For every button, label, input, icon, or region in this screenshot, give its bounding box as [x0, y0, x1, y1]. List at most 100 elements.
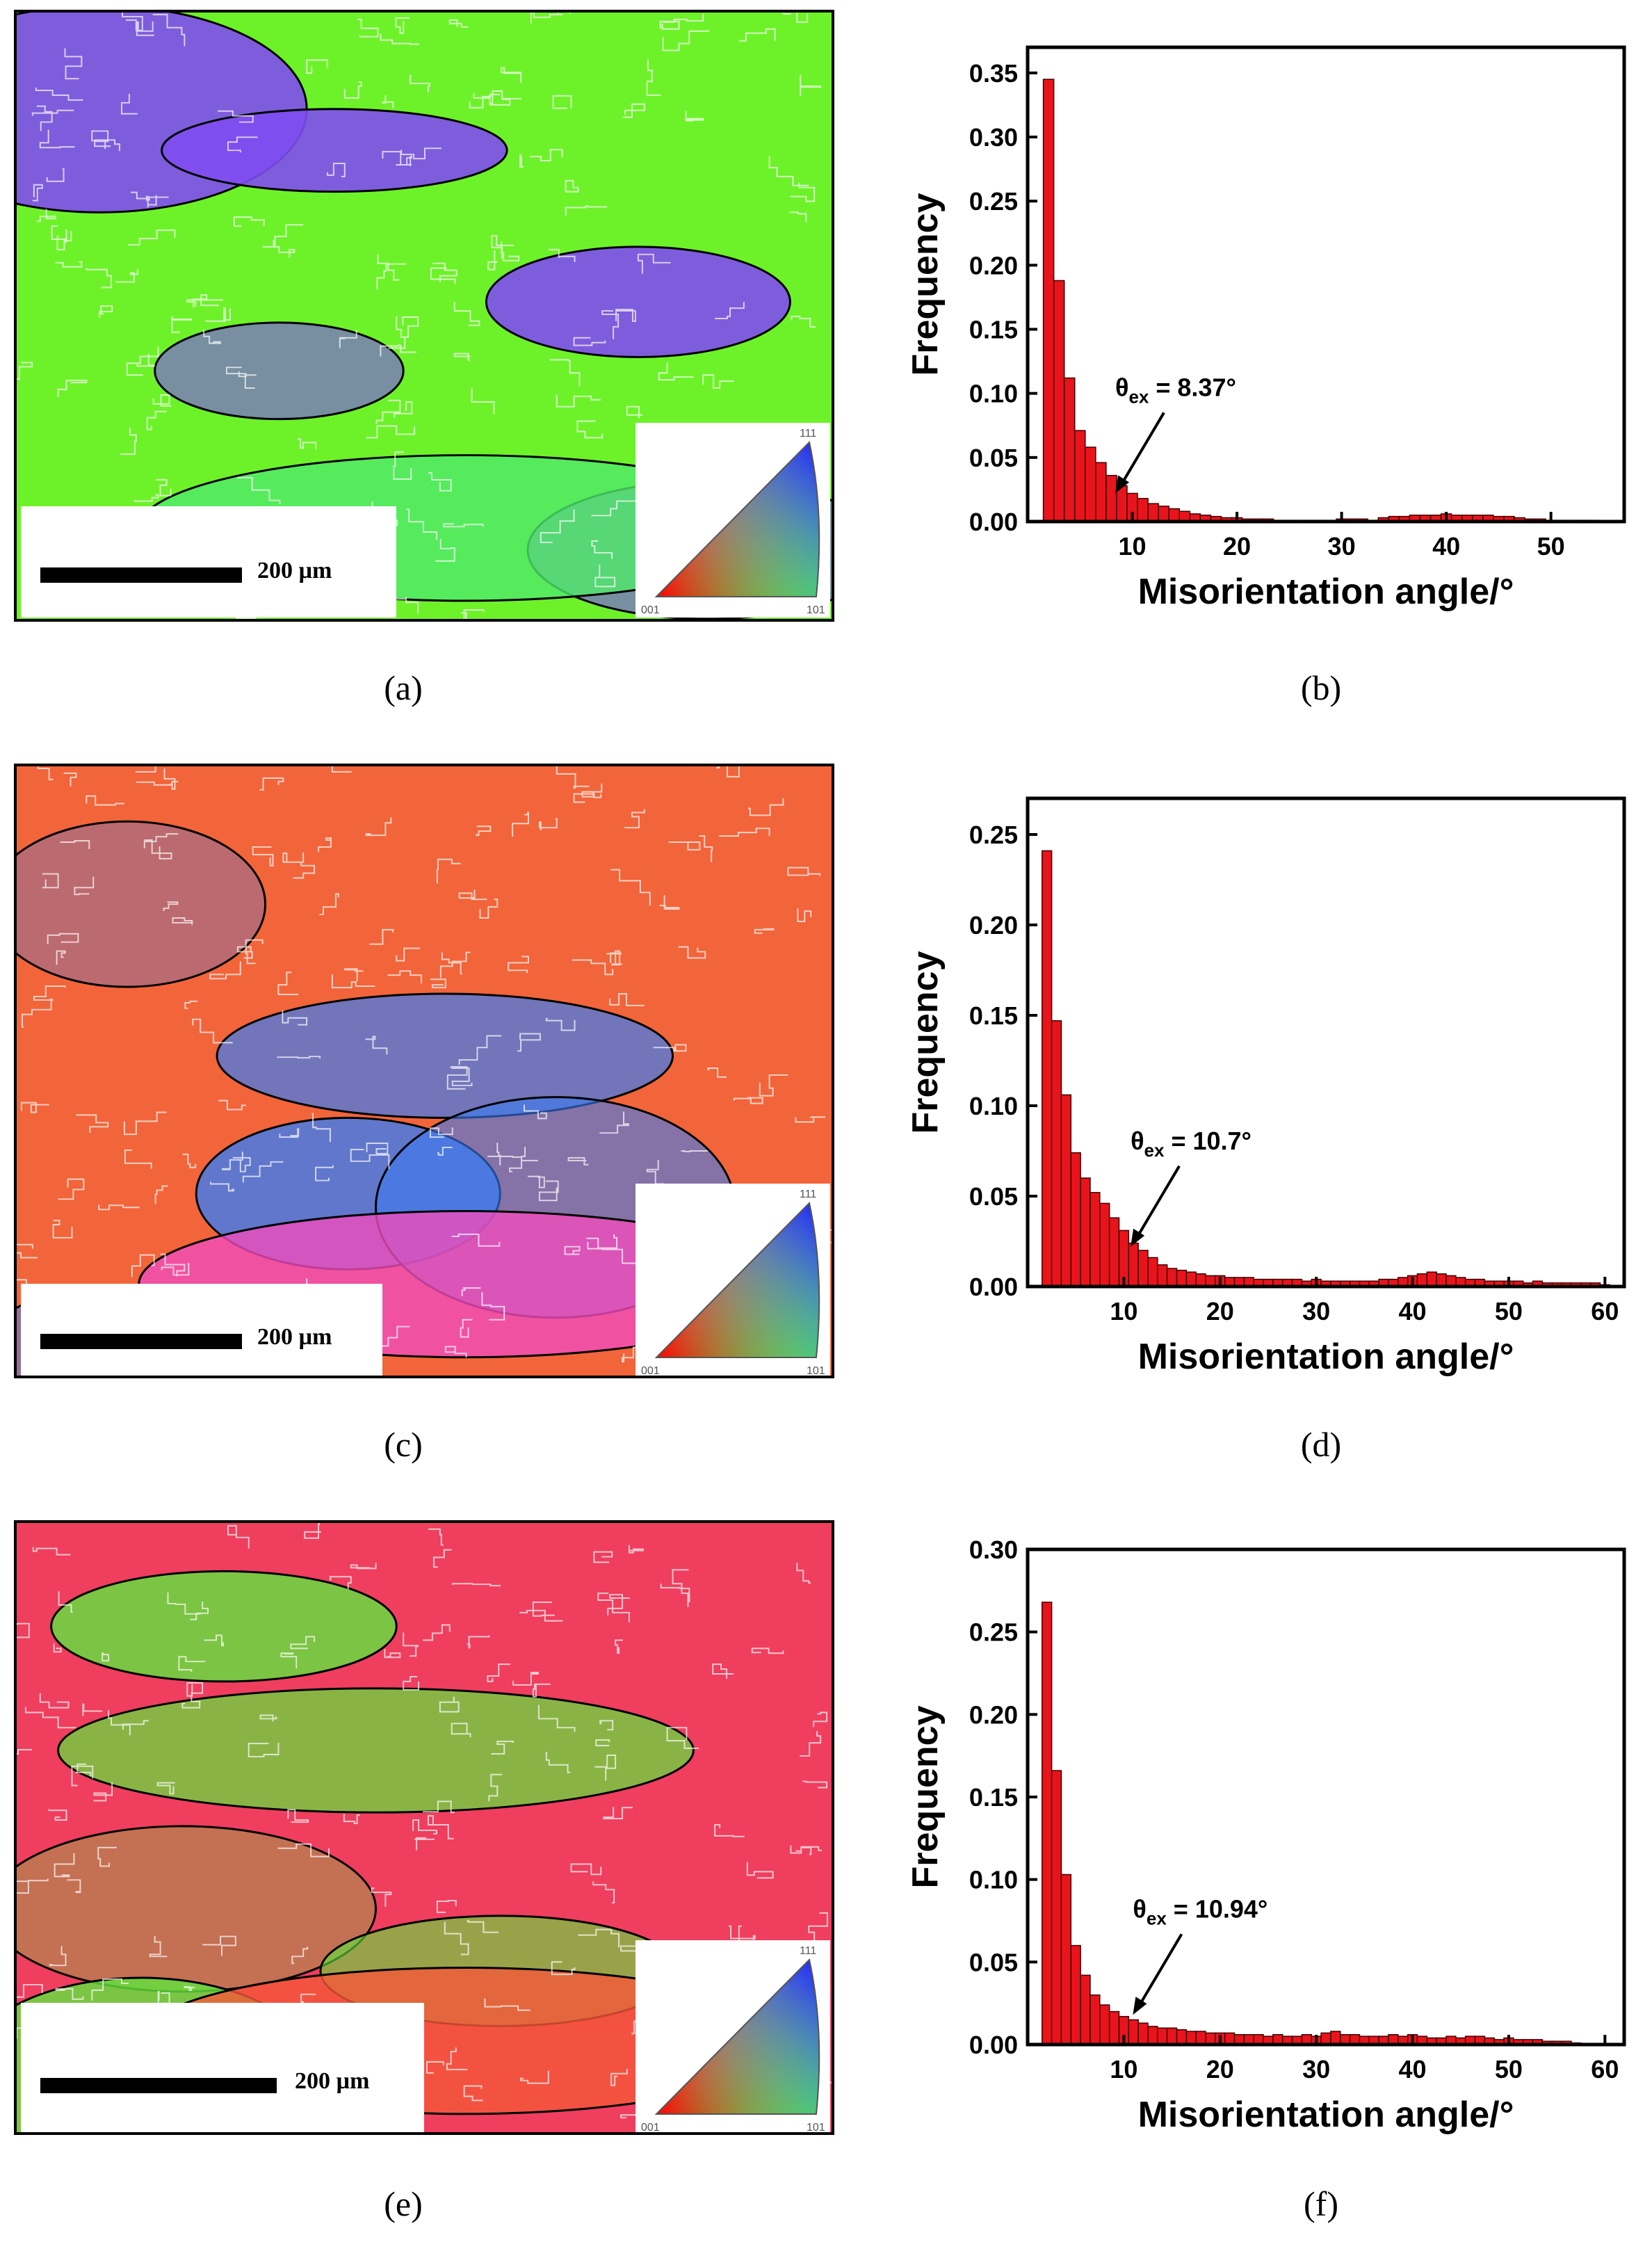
histogram-bar	[1042, 1602, 1053, 2045]
y-tick-label: 0.15	[969, 316, 1018, 344]
y-tick-label: 0.10	[969, 380, 1018, 408]
annotation-label: θex = 10.94°	[1133, 1894, 1268, 1928]
ipf-label-111: 111	[800, 428, 816, 440]
x-tick-label: 20	[1206, 1297, 1234, 1325]
ipf-label-101: 101	[807, 604, 825, 616]
histogram-bar	[1042, 850, 1053, 1287]
histogram-bar	[1436, 1273, 1447, 1287]
y-axis-label: Frequency	[905, 951, 946, 1134]
x-tick-label: 30	[1328, 532, 1356, 561]
y-tick-label: 0.20	[969, 1700, 1018, 1729]
ipf-label-111: 111	[800, 1188, 816, 1200]
histogram-bar	[1137, 498, 1149, 522]
scale-bar	[40, 1334, 242, 1349]
y-tick-label: 0.25	[969, 187, 1018, 216]
plot-frame	[1026, 45, 1626, 524]
annotation-arrowhead	[1133, 1997, 1147, 2015]
histogram-bar	[1074, 430, 1086, 522]
histogram-bar	[1053, 280, 1065, 522]
scale-bar-box: 200 µm	[21, 506, 396, 618]
ebsd-map-a: 200 µm 001 101 111	[14, 10, 834, 622]
misorientation-histogram: 10 20 30 40 50 60 0.00 0.05 0.10 0.15 0.20 0.25 0.30…	[905, 1535, 1626, 2135]
y-tick-label: 0.05	[969, 1182, 1018, 1211]
histogram-bar	[1085, 446, 1096, 522]
misorientation-histogram: 10 20 30 40 50 60 0.00 0.05 0.10 0.15 0.20 0.25 Miso…	[905, 796, 1626, 1377]
x-tick-label: 50	[1495, 2055, 1523, 2083]
annotation-label: θex = 8.37°	[1115, 373, 1236, 407]
histogram-bar	[1116, 485, 1128, 522]
histogram-bar	[1108, 2010, 1120, 2045]
histogram-bar	[1166, 2027, 1178, 2045]
histogram-bar	[1070, 1944, 1081, 2045]
y-axis-label: Frequency	[905, 193, 946, 376]
histogram-bar	[1137, 1250, 1149, 1287]
histogram-bar	[1195, 2031, 1206, 2045]
annotation-arrowhead	[1131, 1228, 1145, 1247]
caption-a: (a)	[384, 668, 423, 707]
misorientation-histogram: 10 20 30 40 50 0.00 0.05 0.10 0.15 0.20 0.25 0.30 0.…	[905, 45, 1626, 612]
x-axis-label: Misorientation angle/°	[1138, 2095, 1514, 2135]
y-tick-label: 0.05	[969, 1948, 1018, 1976]
plot-frame	[1026, 796, 1626, 1289]
ipf-color-key: 001 101 111	[635, 1940, 830, 2134]
scale-bar-box: 200 µm	[21, 2003, 424, 2132]
histogram-bar	[1147, 2026, 1158, 2045]
scale-bar	[40, 567, 242, 583]
y-axis-label: Frequency	[905, 1705, 946, 1888]
annotation-label: θex = 10.7°	[1131, 1127, 1252, 1161]
annotation-arrow	[1135, 1933, 1183, 2010]
x-tick-label: 20	[1223, 532, 1251, 561]
histogram-bar	[1070, 1152, 1081, 1287]
ipf-label-101: 101	[807, 2122, 825, 2134]
y-tick-label: 0.00	[969, 2031, 1018, 2059]
histogram-bar	[1128, 2019, 1139, 2045]
histogram-bar	[1330, 2031, 1341, 2045]
histogram-bar	[1147, 1257, 1158, 1287]
ipf-color-key: 001 101 111	[635, 423, 830, 618]
y-tick-label: 0.30	[969, 1537, 1018, 1564]
histogram-bar	[1166, 1268, 1178, 1287]
x-tick-label: 10	[1110, 2055, 1137, 2083]
histogram-bar	[1060, 1873, 1072, 2045]
annotation-arrow	[1118, 412, 1165, 489]
histogram-bar	[1416, 1273, 1428, 1287]
ipf-label-111: 111	[800, 1945, 816, 1957]
x-tick-label: 50	[1537, 532, 1565, 561]
x-tick-label: 50	[1495, 1297, 1523, 1325]
x-tick-label: 10	[1119, 532, 1147, 561]
histogram-bar	[1185, 1271, 1197, 1287]
y-tick-label: 0.20	[969, 251, 1018, 280]
histogram-bar	[1051, 1770, 1062, 2045]
caption-c: (c)	[384, 1425, 423, 1464]
y-tick-label: 0.10	[969, 1092, 1018, 1120]
caption-e: (e)	[384, 2184, 423, 2223]
histogram-bar	[1060, 1094, 1072, 1287]
x-tick-label: 40	[1399, 2055, 1427, 2083]
y-tick-label: 0.15	[969, 1783, 1018, 1812]
annotation-arrow	[1133, 1165, 1181, 1242]
x-tick-label: 60	[1591, 1297, 1619, 1325]
histogram-bar	[1185, 2031, 1197, 2045]
scale-bar-label: 200 µm	[295, 2068, 370, 2094]
caption-d: (d)	[1300, 1425, 1342, 1464]
scale-bar	[40, 2078, 277, 2093]
x-tick-label: 30	[1302, 2055, 1330, 2083]
histogram-bar	[1080, 1177, 1091, 1287]
y-tick-label: 0.15	[969, 1001, 1018, 1030]
histogram-bar	[1147, 503, 1159, 522]
scale-bar-label: 200 µm	[257, 558, 332, 583]
histogram-bar	[1426, 1271, 1437, 1287]
caption-f: (f)	[1304, 2184, 1338, 2223]
histogram-bar	[1099, 1202, 1110, 1287]
ipf-color-key: 001 101 111	[635, 1184, 830, 1376]
histogram-bar	[1051, 1020, 1062, 1287]
histogram-d: 10 20 30 40 50 60 0.00 0.05 0.10 0.15 0.20 0.25 Miso…	[904, 786, 1652, 1391]
x-tick-label: 10	[1110, 1297, 1137, 1325]
histogram-bar	[1099, 2004, 1110, 2045]
histogram-bar	[1176, 2029, 1188, 2045]
scale-bar-box: 200 µm	[21, 1284, 382, 1376]
histogram-bar	[1063, 377, 1076, 522]
y-tick-label: 0.05	[969, 444, 1018, 472]
y-tick-label: 0.20	[969, 911, 1018, 940]
histogram-bar	[1095, 462, 1107, 522]
